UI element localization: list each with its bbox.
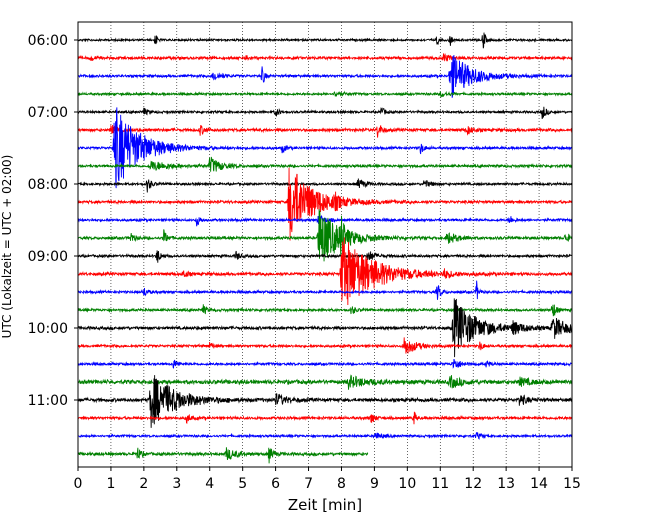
trace-row-0815 <box>77 167 573 241</box>
trace-row-1115 <box>77 411 573 425</box>
trace-row-0930 <box>77 280 573 300</box>
trace-row-0600 <box>77 32 573 49</box>
x-tick-label: 1 <box>106 476 115 492</box>
x-tick-label: 12 <box>464 476 482 492</box>
y-axis-label: UTC (Lokalzeit = UTC + 02:00) <box>0 155 14 339</box>
y-tick-label: 06:00 <box>28 33 68 49</box>
x-tick-label: 8 <box>337 476 346 492</box>
trace-row-1130 <box>77 432 573 440</box>
trace-row-0630 <box>77 55 573 98</box>
x-tick-label: 2 <box>139 476 148 492</box>
y-tick-label: 11:00 <box>28 393 68 409</box>
x-tick-label: 9 <box>370 476 379 492</box>
x-tick-label: 14 <box>530 476 548 492</box>
trace-row-1145 <box>77 447 369 464</box>
trace-row-0700 <box>77 106 573 119</box>
trace-row-1030 <box>77 359 573 369</box>
y-tick-label: 10:00 <box>28 321 68 337</box>
trace-row-0745 <box>77 156 573 172</box>
x-axis-label: Zeit [min] <box>288 496 362 514</box>
trace-row-0945 <box>77 304 573 317</box>
trace-row-0900 <box>77 250 573 263</box>
x-axis-ticks: 0 1 2 3 4 5 6 7 8 9 10 11 12 13 14 15 <box>74 467 581 492</box>
y-tick-label: 08:00 <box>28 177 68 193</box>
trace-row-1000 <box>77 298 573 358</box>
x-tick-label: 0 <box>74 476 83 492</box>
y-tick-label: 09:00 <box>28 249 68 265</box>
x-tick-label: 13 <box>497 476 515 492</box>
trace-row-0800 <box>77 178 573 193</box>
trace-row-1045 <box>77 374 573 390</box>
x-tick-label: 15 <box>563 476 581 492</box>
y-axis-ticks: 06:00 07:00 08:00 09:00 10:00 11:00 <box>28 33 78 409</box>
trace-row-1100 <box>77 375 573 428</box>
plot-frame <box>77 21 573 468</box>
x-tick-label: 10 <box>398 476 416 492</box>
x-tick-label: 6 <box>271 476 280 492</box>
trace-row-0845 <box>77 209 573 262</box>
seismic-traces <box>77 32 573 464</box>
trace-row-0915 <box>77 237 573 306</box>
x-tick-label: 11 <box>431 476 449 492</box>
trace-row-1015 <box>77 337 572 354</box>
x-tick-label: 7 <box>304 476 313 492</box>
x-tick-label: 5 <box>238 476 247 492</box>
x-tick-label: 3 <box>172 476 181 492</box>
trace-row-0615 <box>77 53 573 62</box>
x-tick-label: 4 <box>205 476 214 492</box>
trace-row-0645 <box>77 90 573 98</box>
trace-row-0715 <box>77 124 573 138</box>
y-tick-label: 07:00 <box>28 105 68 121</box>
trace-row-0730 <box>77 107 573 189</box>
